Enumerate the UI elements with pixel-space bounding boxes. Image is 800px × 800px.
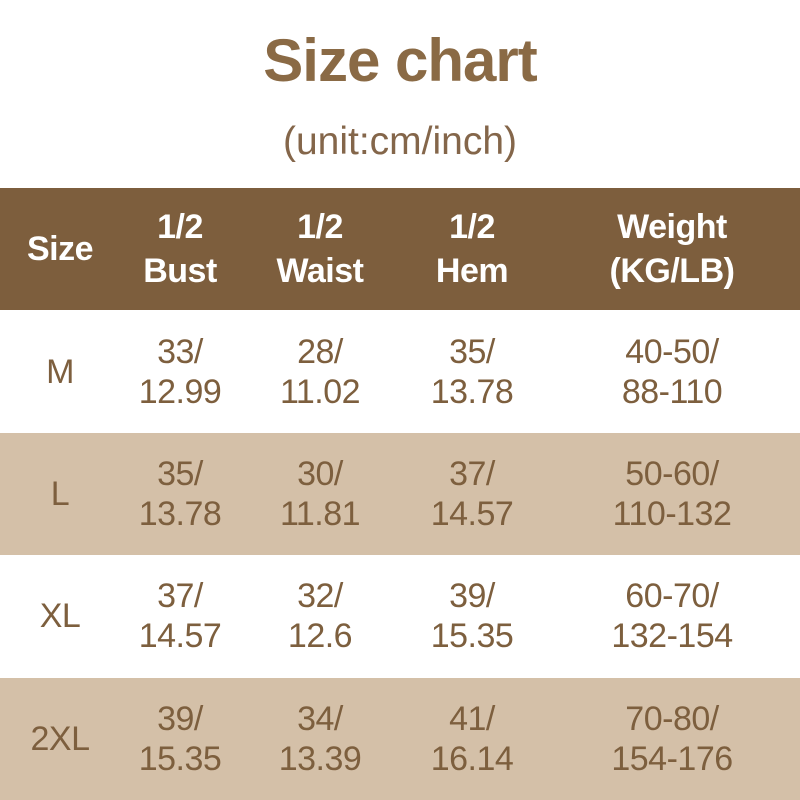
header-bust-line2: Bust (143, 252, 217, 291)
bust-cell: 37/ 14.57 (120, 555, 240, 677)
size-label: XL (0, 555, 120, 677)
hem-cm: 39/ (449, 577, 495, 616)
hem-cell: 35/ 13.78 (400, 310, 544, 432)
size-label: 2XL (0, 678, 120, 800)
waist-inch: 11.02 (279, 372, 361, 411)
weight-lb: 110-132 (612, 495, 732, 534)
waist-cell: 30/ 11.81 (240, 433, 400, 555)
waist-cm: 34/ (297, 699, 343, 738)
waist-inch: 12.6 (287, 617, 353, 656)
table-row-l: L 35/ 13.78 30/ 11.81 37/ 14.57 50-60/ 1… (0, 432, 800, 556)
bust-cell: 33/ 12.99 (120, 310, 240, 432)
hem-cm: 35/ (449, 332, 495, 371)
header-weight-line2: (KG/LB) (609, 252, 735, 291)
hem-cell: 37/ 14.57 (400, 433, 544, 555)
weight-cell: 60-70/ 132-154 (544, 555, 800, 677)
header-waist-line2: Waist (276, 252, 364, 291)
table-row-2xl: 2XL 39/ 15.35 34/ 13.39 41/ 16.14 70-80/… (0, 677, 800, 800)
bust-cell: 39/ 15.35 (120, 678, 240, 800)
header-hem-line1: 1/2 (449, 208, 495, 247)
column-header-bust: 1/2 Bust (120, 188, 240, 310)
column-header-waist: 1/2 Waist (240, 188, 400, 310)
table-row-m: M 33/ 12.99 28/ 11.02 35/ 13.78 40-50/ 8… (0, 310, 800, 432)
size-label: M (0, 310, 120, 432)
header-hem-line2: Hem (435, 252, 509, 291)
size-value: XL (39, 597, 81, 636)
size-value: M (46, 352, 74, 391)
waist-cell: 34/ 13.39 (240, 678, 400, 800)
bust-inch: 13.78 (138, 495, 222, 534)
bust-cell: 35/ 13.78 (120, 433, 240, 555)
bust-cm: 39/ (157, 699, 203, 738)
page-title: Size chart (263, 27, 537, 94)
waist-inch: 11.81 (279, 495, 361, 534)
waist-cell: 32/ 12.6 (240, 555, 400, 677)
weight-kg: 60-70/ (625, 577, 719, 616)
bust-inch: 14.57 (138, 617, 222, 656)
waist-cm: 28/ (297, 332, 343, 371)
hem-inch: 14.57 (430, 495, 514, 534)
weight-cell: 70-80/ 154-176 (544, 678, 800, 800)
table-header-row: Size 1/2 Bust 1/2 Waist 1/2 Hem Weight (… (0, 188, 800, 311)
header-waist-line1: 1/2 (297, 208, 343, 247)
hem-cell: 39/ 15.35 (400, 555, 544, 677)
weight-lb: 132-154 (611, 617, 733, 656)
header-weight-line1: Weight (617, 208, 727, 247)
bust-cm: 33/ (157, 332, 203, 371)
header-size-line1: Size (26, 230, 94, 269)
weight-kg: 50-60/ (625, 455, 719, 494)
weight-lb: 88-110 (621, 372, 723, 411)
bust-cm: 35/ (157, 455, 203, 494)
waist-cell: 28/ 11.02 (240, 310, 400, 432)
size-label: L (0, 433, 120, 555)
weight-lb: 154-176 (611, 739, 733, 778)
waist-inch: 13.39 (278, 739, 362, 778)
unit-note: (unit:cm/inch) (282, 120, 518, 163)
hem-cell: 41/ 16.14 (400, 678, 544, 800)
weight-cell: 50-60/ 110-132 (544, 433, 800, 555)
bust-inch: 15.35 (138, 739, 222, 778)
weight-kg: 70-80/ (625, 699, 719, 738)
hem-inch: 16.14 (430, 739, 514, 778)
size-value: L (50, 475, 70, 514)
weight-cell: 40-50/ 88-110 (544, 310, 800, 432)
bust-cm: 37/ (157, 577, 203, 616)
waist-cm: 30/ (297, 455, 343, 494)
waist-cm: 32/ (297, 577, 343, 616)
table-row-xl: XL 37/ 14.57 32/ 12.6 39/ 15.35 60-70/ 1… (0, 555, 800, 677)
hem-cm: 41/ (449, 699, 495, 738)
bust-inch: 12.99 (138, 372, 222, 411)
column-header-size: Size (0, 188, 120, 310)
column-header-weight: Weight (KG/LB) (544, 188, 800, 310)
header-bust-line1: 1/2 (157, 208, 203, 247)
hem-inch: 13.78 (430, 372, 514, 411)
column-header-hem: 1/2 Hem (400, 188, 544, 310)
hem-cm: 37/ (449, 455, 495, 494)
size-value: 2XL (30, 719, 91, 758)
weight-kg: 40-50/ (625, 332, 719, 371)
hem-inch: 15.35 (430, 617, 514, 656)
size-table: Size 1/2 Bust 1/2 Waist 1/2 Hem Weight (… (0, 188, 800, 800)
